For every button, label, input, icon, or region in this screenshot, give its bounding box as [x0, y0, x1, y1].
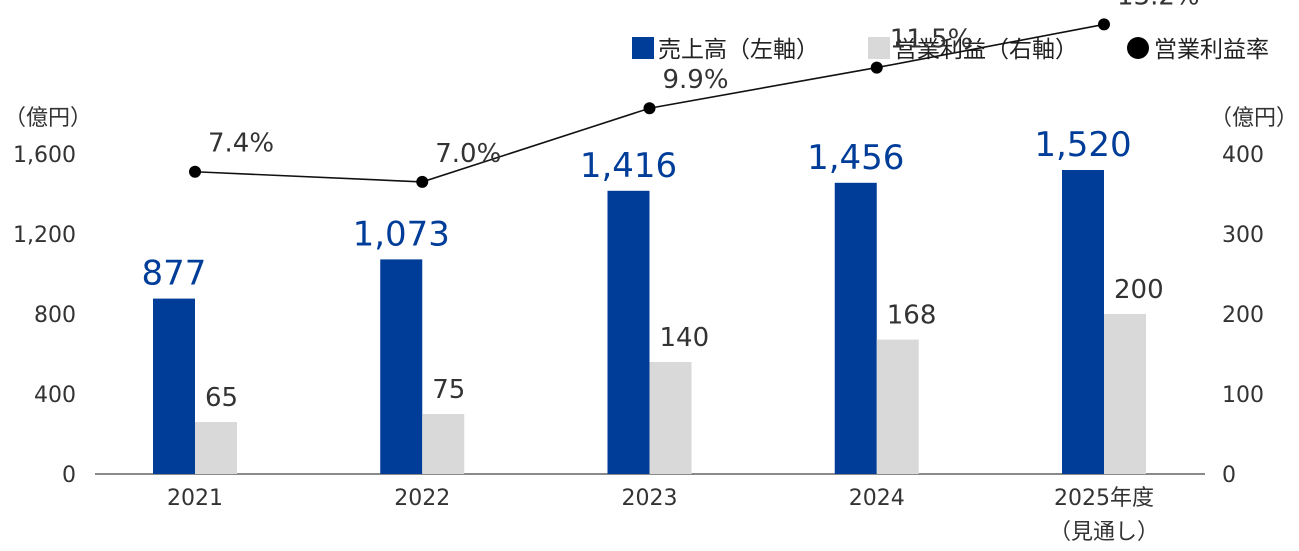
margin-value-label: 13.2% — [1117, 0, 1200, 11]
sales-bar — [1062, 170, 1104, 474]
bars — [153, 170, 1146, 475]
margin-value-label: 11.5% — [890, 25, 973, 55]
legend-sales-label: 売上高（左軸） — [658, 37, 819, 63]
legend-op-profit-swatch — [868, 37, 890, 59]
margin-value-label: 7.4% — [208, 129, 274, 159]
left-axis-unit: （億円） — [4, 106, 92, 131]
right-axis-tick-label: 100 — [1222, 383, 1264, 408]
x-category-label: 2023 — [622, 486, 678, 511]
margin-point — [189, 165, 201, 178]
right-axis-tick-label: 400 — [1222, 143, 1264, 168]
op-profit-bar — [649, 362, 692, 474]
x-axis-categories: 2021 2022 2023 2024 2025年度 （見通し） — [167, 486, 1159, 545]
sales-value-label: 1,520 — [1034, 125, 1131, 165]
right-axis-unit: （億円） — [1210, 106, 1298, 131]
data-labels: 877 65 7.4% 1,073 75 7.0% 1,416 140 9.9% 1,456 168… — [142, 0, 1200, 413]
right-axis-ticks: 0 100 200 300 400 — [1222, 143, 1264, 488]
op-profit-bar — [1104, 314, 1146, 474]
margin-point — [643, 102, 656, 115]
op-profit-value-label: 200 — [1114, 275, 1164, 305]
legend-margin-label: 営業利益率 — [1154, 37, 1269, 63]
sales-value-label: 877 — [142, 254, 207, 294]
op-profit-value-label: 140 — [660, 323, 710, 353]
left-axis-ticks: 0 400 800 1,200 1,600 — [13, 143, 76, 488]
margin-point — [870, 61, 883, 74]
legend: 売上高（左軸） 営業利益（右軸） 営業利益率 — [632, 37, 1269, 63]
sales-bar — [607, 190, 650, 475]
x-category-label: 2024 — [849, 486, 905, 511]
margin-point — [416, 175, 429, 188]
sales-bar — [380, 259, 423, 474]
margin-point — [1098, 18, 1110, 31]
sales-bar — [153, 298, 195, 474]
legend-margin-marker — [1127, 37, 1149, 59]
op-profit-value-label: 65 — [205, 383, 238, 413]
margin-line-layer — [189, 18, 1110, 188]
sales-value-label: 1,416 — [580, 146, 677, 186]
margin-value-label: 9.9% — [663, 65, 729, 95]
left-axis-tick-label: 0 — [62, 463, 76, 488]
x-category-label: 2021 — [167, 486, 223, 511]
op-profit-bar — [876, 339, 919, 474]
left-axis-tick-label: 1,200 — [13, 223, 76, 248]
op-profit-bar — [195, 422, 237, 474]
x-category-label: 2025年度 — [1054, 486, 1154, 511]
right-axis-tick-label: 0 — [1222, 463, 1236, 488]
sales-bar — [834, 182, 877, 475]
left-axis-tick-label: 1,600 — [13, 143, 76, 168]
sales-value-label: 1,073 — [353, 214, 450, 254]
legend-sales-swatch — [632, 37, 654, 59]
right-axis-tick-label: 300 — [1222, 223, 1264, 248]
op-profit-value-label: 168 — [887, 301, 937, 331]
sales-value-label: 1,456 — [807, 138, 904, 178]
x-category-note: （見通し） — [1049, 520, 1159, 545]
x-category-label: 2022 — [394, 486, 450, 511]
right-axis-tick-label: 200 — [1222, 303, 1264, 328]
op-profit-bar — [422, 414, 465, 474]
margin-value-label: 7.0% — [435, 139, 501, 169]
op-profit-value-label: 75 — [432, 375, 465, 405]
left-axis-tick-label: 400 — [34, 383, 76, 408]
left-axis-tick-label: 800 — [34, 303, 76, 328]
